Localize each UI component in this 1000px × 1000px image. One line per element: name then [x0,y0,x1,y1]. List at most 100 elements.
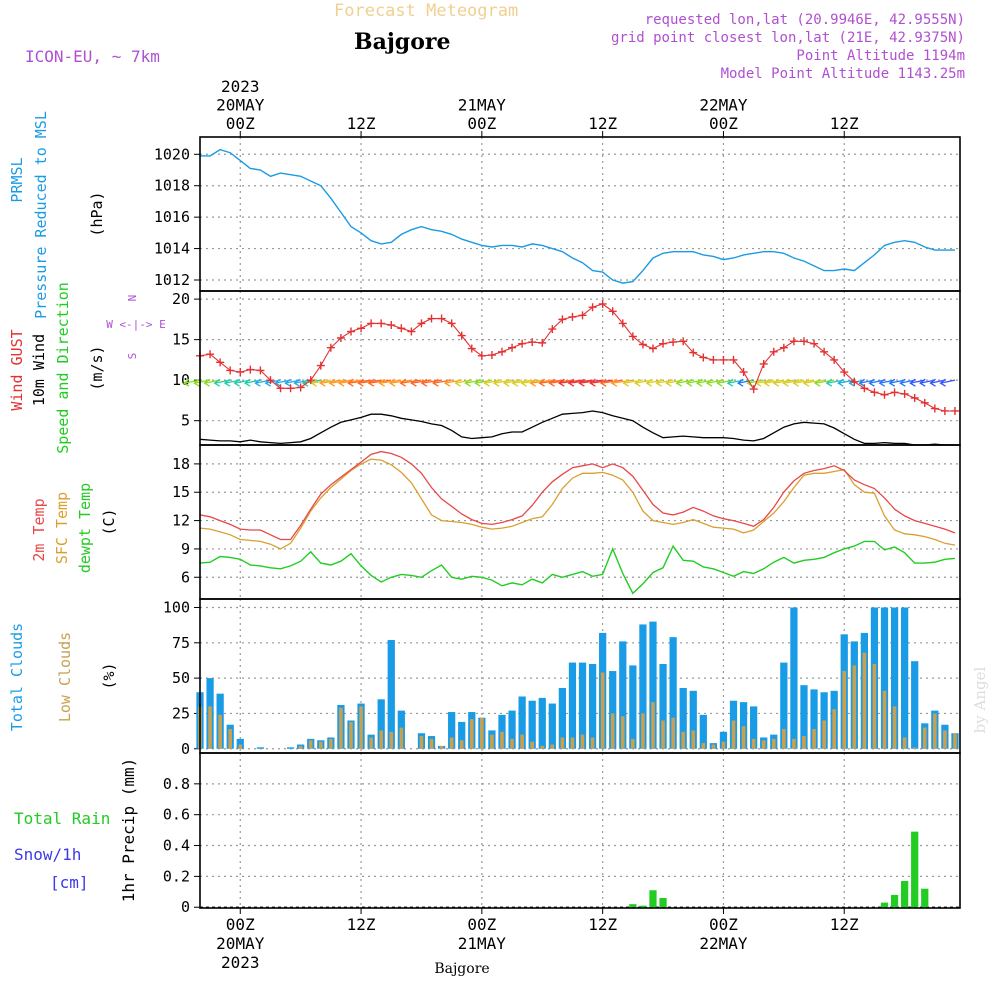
time-label-top: 2023 [221,77,260,96]
credit-watermark: by Angel [971,666,989,733]
low-cloud-bar [852,665,857,749]
gust-marker [729,355,738,364]
temperature-panel: 6 9 12 15 18 [172,445,960,599]
low-cloud-bar [681,731,685,749]
precip-frame [199,752,961,909]
gust-marker [306,376,315,385]
compass-south: S [126,353,139,360]
wind-arrow-head [858,378,866,387]
gust-marker [638,340,647,349]
wind-arrow-head [284,378,291,387]
rain-bar [659,897,667,908]
wind-arrow-head [503,378,510,387]
wind-arrow-head [737,378,744,387]
total-cloud-bar [609,671,617,749]
compass-north: N [126,295,139,302]
wind-arrow [390,379,412,384]
wind-arrow-head [420,378,428,387]
total-cloud-bar [649,621,657,749]
temp-2m-label: 2m Temp [30,498,48,561]
temperature-frame [199,444,961,600]
pressure-frame [199,136,961,292]
wind-arrow-head [645,378,653,387]
wind-arrow [494,379,513,384]
total-cloud-bar [578,662,587,749]
wind-arrow-head [193,378,200,387]
rain-bar [901,881,909,908]
low-cloud-bar [500,731,504,749]
wind-arrow [302,379,321,384]
low-cloud-bar [208,706,212,749]
y-tick-label: 9 [181,540,190,558]
dewpt-line [199,540,956,595]
low-cloud-bar [842,671,847,749]
low-cloud-bar [862,652,867,749]
wind-arrow-head [782,378,789,387]
low-cloud-bar [661,720,665,749]
low-cloud-bar [329,738,333,749]
wind-arrow-head [443,378,451,387]
y-tick-label: 50 [172,669,190,687]
low-cloud-bar [782,728,786,749]
gust-marker [950,406,959,415]
low-cloud-bar [822,720,826,749]
low-cloud-bar [238,744,243,749]
wind-arrow-head [254,378,261,387]
y-tick-label: 0 [181,740,190,758]
gust-marker [810,339,819,348]
total-cloud-bar [448,712,456,749]
gust-marker [628,332,637,341]
wind-arrow [755,379,774,384]
wind-arrow-head [338,378,345,387]
gust-marker [910,393,919,402]
gust-marker [548,325,557,334]
low-cloud-bar [218,714,222,749]
gust-marker [900,389,909,398]
y-tick-label: 6 [181,568,190,586]
gust-marker [407,327,416,336]
wind-arrow-head [378,378,386,387]
y-tick-label: 100 [163,598,190,616]
wind-arrow-head [622,378,630,387]
low-cloud-bar [540,745,545,749]
low-cloud-bar [459,740,464,749]
wind-arrow-head [634,378,641,387]
wind-arrow-head [665,378,672,387]
wind-arrow-head [792,378,800,387]
y-tick-label: 1014 [154,240,190,258]
clouds-panel: 0 25 50 75 100 [163,598,960,758]
low-cloud-bar [933,713,937,749]
low-cloud-bar [570,737,575,749]
total-cloud-bar [538,697,546,749]
low-cloud-bar [771,738,776,749]
wind-arrow-head [868,378,875,387]
time-label-bottom: 2023 [221,953,260,972]
low-cloud-bar [580,734,585,749]
gust-marker [427,314,436,323]
time-label-top: 21MAY [458,96,507,115]
time-label-top: 12Z [588,114,617,133]
wind-arrow-head [878,378,886,387]
time-label-bottom: 00Z [467,915,496,934]
gust-marker [699,353,708,362]
low-cloud-bar [751,738,756,749]
wind-arrow-head [716,378,723,387]
total-cloud-bar [659,663,667,749]
gust-marker [336,334,345,343]
low-cloud-bar [671,717,675,749]
wind-arrow-head [675,378,683,387]
wind-arrow [400,379,422,384]
wind-arrow [484,379,503,384]
total-cloud-bar [750,706,758,749]
low-cloud-bar [701,743,706,749]
wind-arrow-head [293,378,300,387]
low-cloud-bar [902,737,907,749]
total-cloud-bar [911,661,919,749]
dewpt-label: dewpt Temp [76,483,94,573]
low-cloud-bar [419,736,424,749]
rain-bar [890,894,899,908]
wind-arrow-head [301,378,309,387]
time-label-top: 00Z [467,114,496,133]
wind-arrow-head [410,378,417,387]
wind-arrow-head [825,378,833,387]
